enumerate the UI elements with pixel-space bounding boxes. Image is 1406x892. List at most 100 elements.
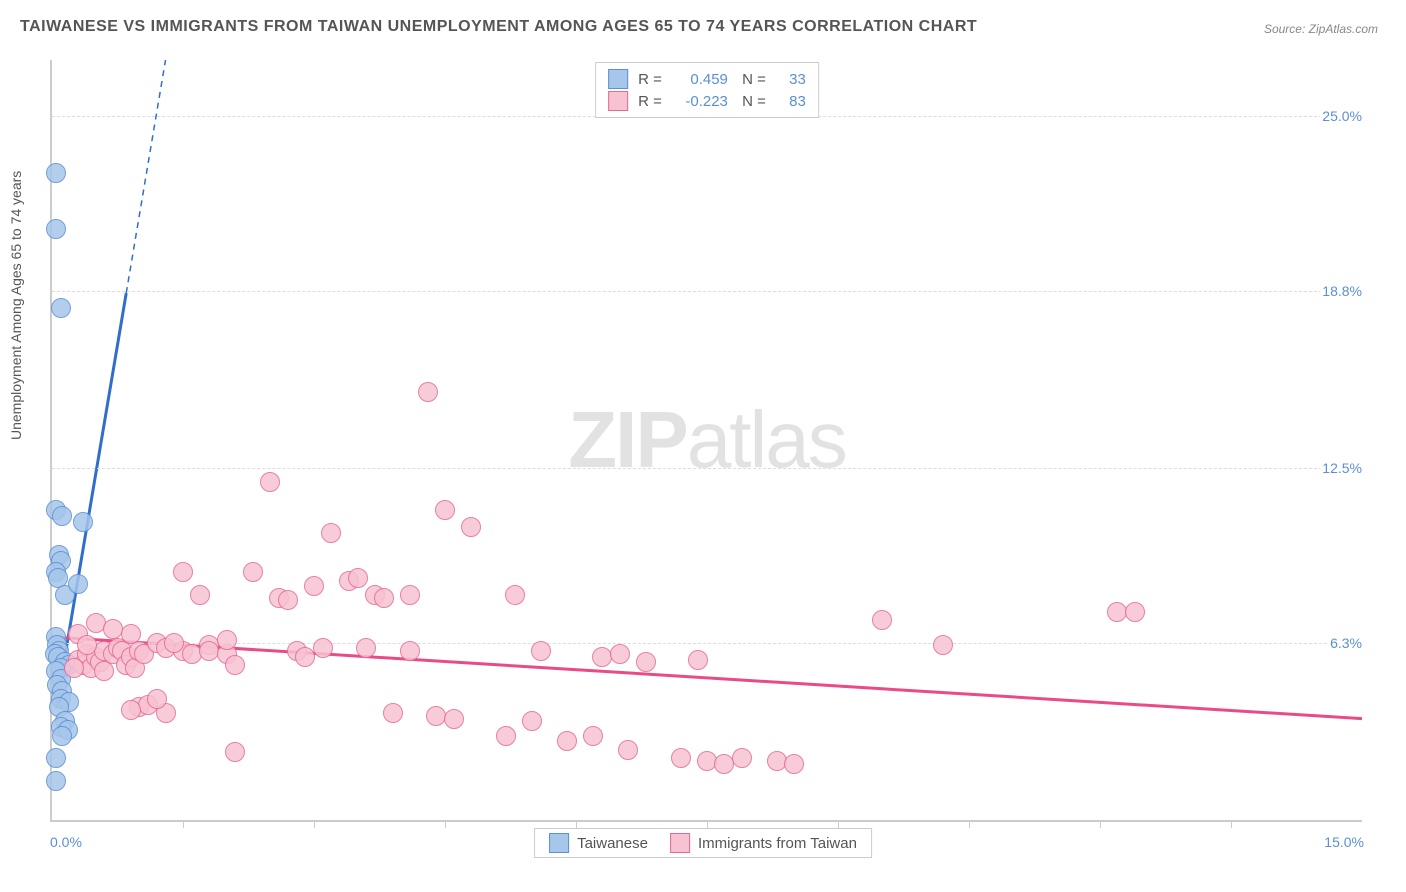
- data-point: [51, 689, 71, 709]
- data-point: [48, 568, 68, 588]
- data-point: [444, 709, 464, 729]
- gridline: [52, 643, 1362, 644]
- data-point: [129, 697, 149, 717]
- data-point: [77, 635, 97, 655]
- data-point: [243, 562, 263, 582]
- data-point: [73, 655, 93, 675]
- data-point: [295, 647, 315, 667]
- watermark-atlas: atlas: [687, 395, 846, 484]
- data-point: [103, 644, 123, 664]
- data-point: [374, 588, 394, 608]
- data-point: [287, 641, 307, 661]
- data-point: [321, 523, 341, 543]
- data-point: [418, 382, 438, 402]
- data-point: [671, 748, 691, 768]
- data-point: [304, 576, 324, 596]
- data-point: [714, 754, 734, 774]
- legend-item-taiwanese: Taiwanese: [549, 833, 648, 853]
- chart-container: TAIWANESE VS IMMIGRANTS FROM TAIWAN UNEM…: [0, 0, 1406, 892]
- x-tick: [1100, 820, 1101, 828]
- data-point: [217, 644, 237, 664]
- data-point: [59, 692, 79, 712]
- data-point: [697, 751, 717, 771]
- data-point: [199, 641, 219, 661]
- data-point: [49, 697, 69, 717]
- data-point: [46, 219, 66, 239]
- correlation-legend: R = 0.459 N = 33 R = -0.223 N = 83: [595, 62, 819, 118]
- data-point: [173, 641, 193, 661]
- series-legend: Taiwanese Immigrants from Taiwan: [534, 828, 872, 858]
- data-point: [52, 726, 72, 746]
- y-tick-label: 25.0%: [1320, 108, 1364, 124]
- data-point: [68, 624, 88, 644]
- plot-area: ZIPatlas R = 0.459 N = 33 R = -0.223 N =…: [50, 60, 1362, 822]
- swatch-taiwanese-bottom: [549, 833, 569, 853]
- data-point: [138, 695, 158, 715]
- swatch-immigrants-bottom: [670, 833, 690, 853]
- data-point: [55, 711, 75, 731]
- data-point: [156, 638, 176, 658]
- y-axis-label: Unemployment Among Ages 65 to 74 years: [8, 171, 24, 440]
- data-point: [94, 641, 114, 661]
- y-tick-label: 12.5%: [1320, 460, 1364, 476]
- data-point: [51, 717, 71, 737]
- data-point: [51, 551, 71, 571]
- data-point: [531, 641, 551, 661]
- watermark: ZIPatlas: [568, 394, 845, 486]
- data-point: [147, 689, 167, 709]
- x-tick: [445, 820, 446, 828]
- legend-row-taiwanese: R = 0.459 N = 33: [608, 69, 806, 89]
- swatch-taiwanese: [608, 69, 628, 89]
- data-point: [55, 585, 75, 605]
- data-point: [121, 700, 141, 720]
- data-point: [52, 681, 72, 701]
- data-point: [45, 644, 65, 664]
- data-point: [103, 619, 123, 639]
- data-point: [86, 647, 106, 667]
- data-point: [313, 638, 333, 658]
- data-point: [505, 585, 525, 605]
- data-point: [557, 731, 577, 751]
- data-point: [688, 650, 708, 670]
- data-point: [365, 585, 385, 605]
- data-point: [68, 574, 88, 594]
- data-point: [1107, 602, 1127, 622]
- data-point: [77, 644, 97, 664]
- data-point: [68, 650, 88, 670]
- x-axis-min-label: 0.0%: [50, 834, 82, 850]
- gridline: [52, 468, 1362, 469]
- data-point: [784, 754, 804, 774]
- source-label: Source: ZipAtlas.com: [1264, 22, 1378, 36]
- data-point: [129, 641, 149, 661]
- data-point: [356, 638, 376, 658]
- data-point: [461, 517, 481, 537]
- data-point: [636, 652, 656, 672]
- data-point: [108, 638, 128, 658]
- data-point: [400, 641, 420, 661]
- data-point: [46, 748, 66, 768]
- data-point: [55, 652, 75, 672]
- data-point: [48, 647, 68, 667]
- chart-title: TAIWANESE VS IMMIGRANTS FROM TAIWAN UNEM…: [20, 18, 977, 36]
- data-point: [217, 630, 237, 650]
- x-tick: [314, 820, 315, 828]
- data-point: [225, 655, 245, 675]
- data-point: [339, 571, 359, 591]
- y-tick-label: 18.8%: [1320, 283, 1364, 299]
- data-point: [173, 562, 193, 582]
- legend-row-immigrants: R = -0.223 N = 83: [608, 91, 806, 111]
- data-point: [49, 545, 69, 565]
- n-value-immigrants: 83: [776, 93, 806, 110]
- x-tick: [183, 820, 184, 828]
- data-point: [46, 562, 66, 582]
- data-point: [51, 298, 71, 318]
- data-point: [81, 658, 101, 678]
- n-value-taiwanese: 33: [776, 71, 806, 88]
- data-point: [51, 669, 71, 689]
- data-point: [125, 658, 145, 678]
- data-point: [116, 655, 136, 675]
- data-point: [767, 751, 787, 771]
- data-point: [47, 635, 67, 655]
- x-axis-max-label: 15.0%: [1324, 834, 1364, 850]
- data-point: [269, 588, 289, 608]
